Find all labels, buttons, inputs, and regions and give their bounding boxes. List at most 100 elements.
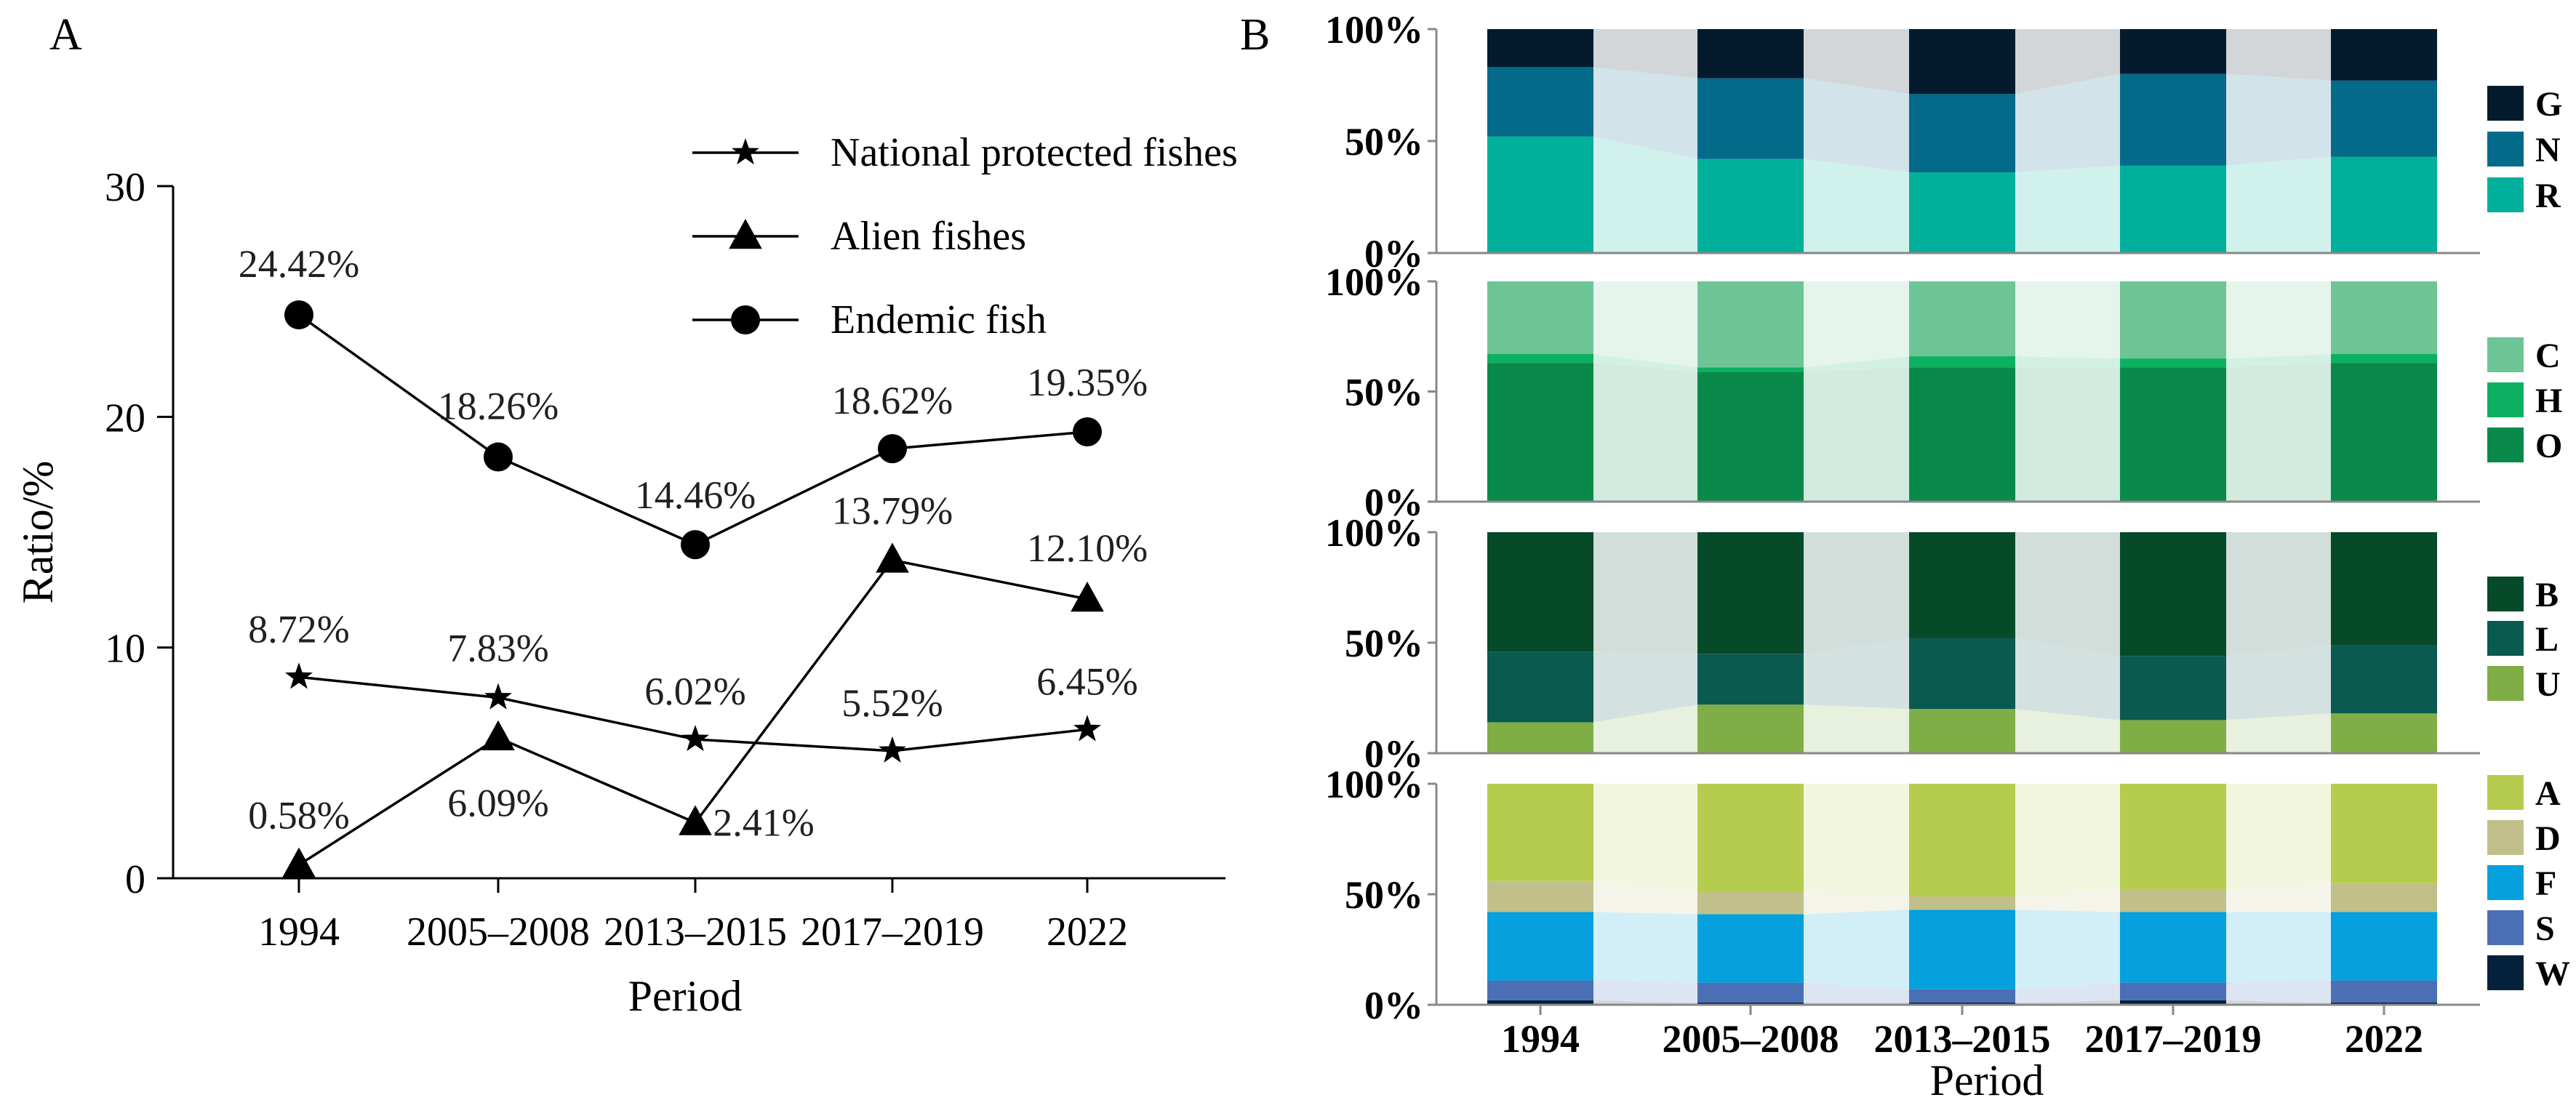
y-tick-label: 50%	[1345, 873, 1423, 917]
bar-segment	[1909, 910, 2015, 989]
data-point	[484, 442, 513, 472]
flow-band	[1593, 353, 1697, 372]
legend-swatch	[2487, 86, 2524, 121]
bar-segment	[2120, 889, 2226, 912]
legend-label: N	[2535, 131, 2561, 169]
bar-segment	[2331, 645, 2437, 714]
flow-band	[2226, 29, 2331, 81]
bar-segment	[1697, 281, 1804, 368]
legend-label: National protected fishes	[831, 130, 1238, 175]
bar-segment	[1487, 136, 1593, 253]
bar-segment	[1697, 891, 1804, 915]
bar-segment	[1909, 94, 2015, 173]
flow-band	[1593, 1000, 1697, 1005]
bar-segment	[1909, 989, 2015, 1003]
legend-swatch	[2487, 427, 2524, 462]
legend-label: W	[2535, 955, 2570, 993]
bar-segment	[1697, 1002, 1804, 1005]
bar-segment	[1487, 784, 1593, 881]
panel-a-line-chart: A Ratio/% Period 0 10 20 30 1994 2005–2008 20…	[14, 10, 1238, 1020]
subplot-3: 0% 50% 100% BLU	[1325, 511, 2561, 776]
x-tick-label: 2013–2015	[1874, 1017, 2051, 1061]
legend-swatch	[2487, 820, 2524, 855]
data-point	[484, 683, 512, 710]
bar-segment	[2120, 73, 2226, 166]
legend-swatch	[2487, 910, 2524, 945]
data-point	[878, 434, 907, 464]
data-point	[1073, 715, 1101, 742]
y-tick-label: 100%	[1325, 763, 1423, 806]
bar-segment	[2120, 367, 2226, 502]
panel-b-x-axis-title: Period	[1930, 1056, 2044, 1104]
flow-band	[2226, 1000, 2331, 1005]
data-point	[1073, 417, 1102, 446]
flow-band	[2226, 883, 2331, 912]
bar-segment	[2331, 363, 2437, 502]
bar-segment	[2120, 281, 2226, 359]
flow-band	[2226, 281, 2331, 359]
flow-band	[1593, 532, 1697, 654]
bar-segment	[2331, 80, 2437, 157]
y-tick-label: 0%	[1364, 984, 1423, 1027]
bar-segment	[1487, 67, 1593, 137]
flow-band	[2015, 73, 2120, 173]
legend-swatch	[2487, 775, 2524, 810]
bar-segment	[2120, 358, 2226, 368]
legend-label: H	[2535, 382, 2562, 420]
bar-segment	[2120, 1000, 2226, 1005]
flow-band	[1593, 704, 1697, 753]
flow-band	[1804, 29, 1909, 95]
flow-band	[1593, 29, 1697, 79]
x-tick-label: 2017–2019	[2085, 1017, 2262, 1061]
flow-band	[1593, 784, 1697, 892]
panel-b-stacked-bars: B 0%50%100%GNR0%50%100%CHO0%50%100%BLU0%…	[1240, 8, 2570, 1104]
bar-segment	[1697, 704, 1804, 753]
bar-segment	[2120, 982, 2226, 1000]
bar-segment	[2331, 281, 2437, 354]
bar-segment	[2120, 912, 2226, 983]
bar-segment	[2331, 353, 2437, 364]
bar-segment	[2120, 29, 2226, 74]
data-label: 8.72%	[248, 607, 349, 651]
bar-segment	[1697, 78, 1804, 159]
y-tick-label: 10	[105, 627, 145, 672]
bar-segment	[2331, 883, 2437, 912]
flow-band	[1804, 356, 1909, 372]
data-label: 12.10%	[1027, 526, 1148, 570]
legend-marker	[731, 305, 760, 334]
panel-a-y-axis-title: Ratio/%	[14, 461, 62, 604]
data-label: 6.09%	[447, 782, 548, 825]
bar-segment	[1487, 353, 1593, 364]
bar-segment	[1487, 281, 1593, 354]
data-label: 7.83%	[447, 627, 548, 670]
y-tick-label: 20	[105, 396, 145, 441]
legend-swatch	[2487, 955, 2524, 990]
flow-band	[2015, 982, 2120, 1003]
flow-band	[2015, 709, 2120, 753]
bar-segment	[2331, 1002, 2437, 1005]
flow-band	[2015, 889, 2120, 912]
data-point	[679, 805, 712, 835]
flow-band	[1804, 704, 1909, 753]
subplot-1: 0% 50% 100% GNR	[1325, 8, 2562, 276]
legend-swatch	[2487, 337, 2524, 372]
bar-segment	[1487, 1000, 1593, 1005]
flow-band	[2226, 645, 2331, 720]
bar-segment	[1909, 356, 2015, 368]
bar-segment	[2331, 532, 2437, 646]
legend-swatch	[2487, 132, 2524, 166]
data-label: 5.52%	[841, 681, 943, 725]
data-label: 13.79%	[832, 489, 953, 532]
flow-band	[1804, 638, 1909, 710]
x-tick-label: 2022	[2345, 1017, 2423, 1061]
legend-label: D	[2535, 819, 2561, 858]
data-point	[282, 847, 316, 878]
bar-segment	[1909, 29, 2015, 95]
y-tick-label: 0	[125, 857, 145, 902]
panel-b-label: B	[1240, 10, 1270, 60]
legend-swatch	[2487, 621, 2524, 656]
legend-label: R	[2535, 177, 2561, 215]
data-label: 6.45%	[1036, 659, 1137, 703]
